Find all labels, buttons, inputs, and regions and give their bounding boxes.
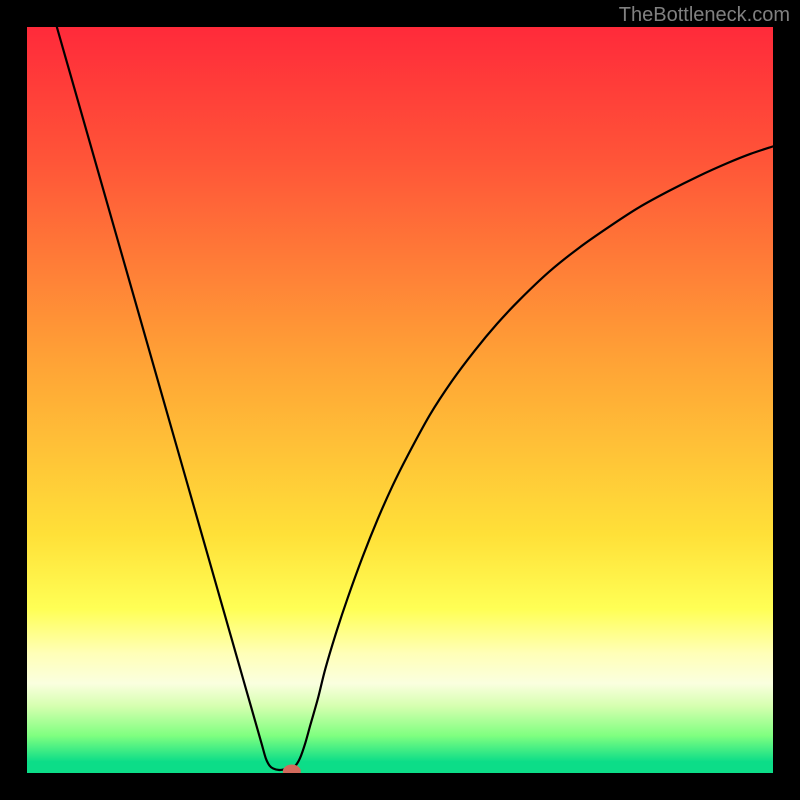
plot-svg bbox=[27, 27, 773, 773]
watermark-text: TheBottleneck.com bbox=[619, 4, 790, 27]
gradient-background bbox=[27, 27, 773, 773]
plot-area bbox=[27, 27, 773, 773]
chart-outer-frame: TheBottleneck.com bbox=[0, 0, 800, 800]
